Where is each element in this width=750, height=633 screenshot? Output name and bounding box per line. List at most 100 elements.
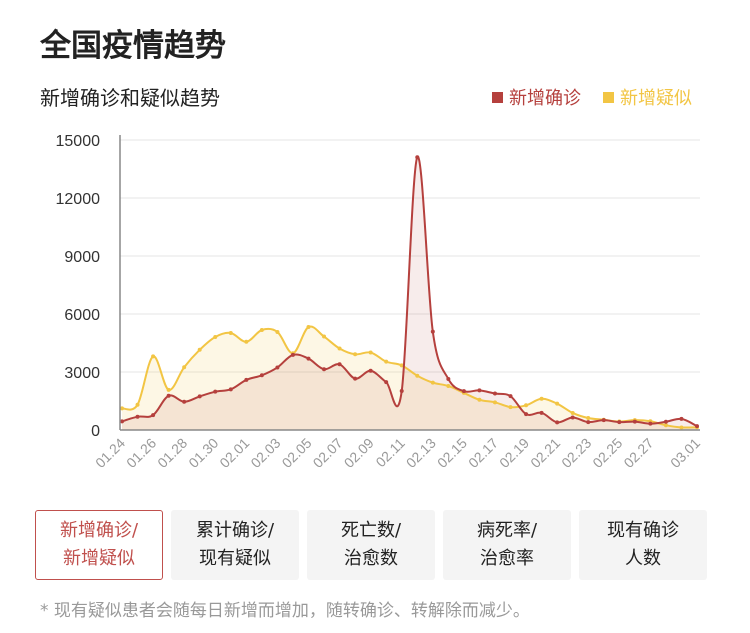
point-confirmed [244,377,249,382]
y-tick-label: 0 [91,423,100,440]
point-confirmed [166,393,171,398]
x-tick-label: 02.13 [403,435,439,471]
point-suspected [586,416,591,421]
point-suspected [570,410,575,415]
point-suspected [259,327,264,332]
point-confirmed [539,410,544,415]
point-confirmed [306,356,311,361]
point-confirmed [461,389,466,394]
x-tick-label: 02.27 [620,435,656,471]
tab-label: 现有确诊 [607,520,679,541]
legend-label-confirmed: 新增确诊 [509,88,581,109]
point-confirmed [353,376,358,381]
point-confirmed [290,352,295,357]
line-confirmed [121,156,698,428]
tab-total-confirmed-suspected[interactable]: 累计确诊/现有疑似 [171,510,299,580]
point-suspected [555,401,560,406]
x-tick-label: 03.01 [667,435,703,471]
point-suspected [353,352,358,357]
trend-chart: 0 3000 6000 9000 12000 15000 01.2401.2601.2801… [56,133,704,471]
point-confirmed [182,399,187,404]
point-suspected [663,423,668,428]
point-suspected [399,363,404,368]
point-suspected [322,334,327,339]
point-suspected [244,339,249,344]
x-tick-label: 02.25 [589,435,625,471]
footnote: * 现有疑似患者会随每日新增而增加，随转确诊、转解除而减少。 [40,601,530,621]
point-confirmed [275,365,280,370]
point-suspected [213,334,218,339]
point-confirmed [586,420,591,425]
tab-label: 治愈数 [344,548,398,569]
legend-swatch-confirmed [492,91,503,103]
point-suspected [166,387,171,392]
chart-legend: 新增确诊 新增疑似 [492,84,692,110]
point-suspected [197,347,202,352]
tab-current-confirmed[interactable]: 现有确诊 人数 [579,510,707,580]
point-confirmed [663,419,668,424]
point-confirmed [368,368,373,373]
legend-item-suspected[interactable]: 新增疑似 [603,84,692,110]
x-tick-label: 02.21 [527,435,563,471]
tab-deaths-recovered[interactable]: 死亡数/治愈数 [307,510,435,580]
x-tick-label: 02.03 [247,435,283,471]
point-confirmed [601,418,606,423]
point-suspected [415,373,420,378]
x-tick-label: 02.23 [558,435,594,471]
point-suspected [275,329,280,334]
tab-label: 病死率/ [476,520,538,541]
x-tick-label: 02.01 [216,435,252,471]
point-confirmed [399,389,404,394]
point-suspected [384,359,389,364]
y-tick-label: 9000 [64,249,100,266]
point-suspected [539,396,544,401]
tab-label: 现有疑似 [199,548,271,569]
point-confirmed [197,394,202,399]
point-confirmed [632,419,637,424]
tab-label: 治愈率 [480,548,534,569]
point-confirmed [508,394,513,399]
point-suspected [182,365,187,370]
tab-label: 新增疑似 [63,548,135,569]
point-confirmed [228,387,233,392]
point-confirmed [570,415,575,420]
chart-title: 新增确诊和疑似趋势 [40,86,220,110]
point-suspected [679,425,684,430]
point-confirmed [213,389,218,394]
point-suspected [135,402,140,407]
point-suspected [508,405,513,410]
point-confirmed [648,421,653,426]
legend-swatch-suspected [603,91,614,103]
area-confirmed [122,156,697,430]
point-suspected [368,350,373,355]
x-tick-label: 02.07 [310,435,346,471]
x-tick-label: 02.05 [279,435,315,471]
point-confirmed [492,391,497,396]
x-tick-label: 02.15 [434,435,470,471]
x-tick-label: 02.09 [341,435,377,471]
tab-fatality-recovery-rate[interactable]: 病死率/治愈率 [443,510,571,580]
point-suspected [228,330,233,335]
tab-new-confirmed-suspected[interactable]: 新增确诊/新增疑似 [35,510,163,580]
chart-tabs: 新增确诊/新增疑似 累计确诊/现有疑似 死亡数/治愈数 病死率/治愈率 现有确诊… [35,510,707,580]
legend-item-confirmed[interactable]: 新增确诊 [492,84,581,110]
area-suspected [122,326,697,430]
x-tick-label: 02.11 [372,435,408,471]
point-confirmed [120,419,124,424]
x-tick-label: 01.26 [123,435,159,471]
point-confirmed [322,367,327,372]
x-tick-label: 02.19 [496,435,532,471]
y-tick-label: 15000 [56,133,101,150]
point-confirmed [524,412,529,417]
y-tick-label: 3000 [64,365,100,382]
tab-label: 累计确诊/ [195,520,275,541]
tab-label: 死亡数/ [340,520,402,541]
x-tick-label: 01.28 [154,435,190,471]
point-suspected [446,383,451,388]
x-tick-label: 01.30 [185,435,221,471]
x-tick-label: 02.17 [465,435,501,471]
point-confirmed [617,420,622,425]
point-confirmed [695,424,699,429]
point-suspected [477,397,482,402]
